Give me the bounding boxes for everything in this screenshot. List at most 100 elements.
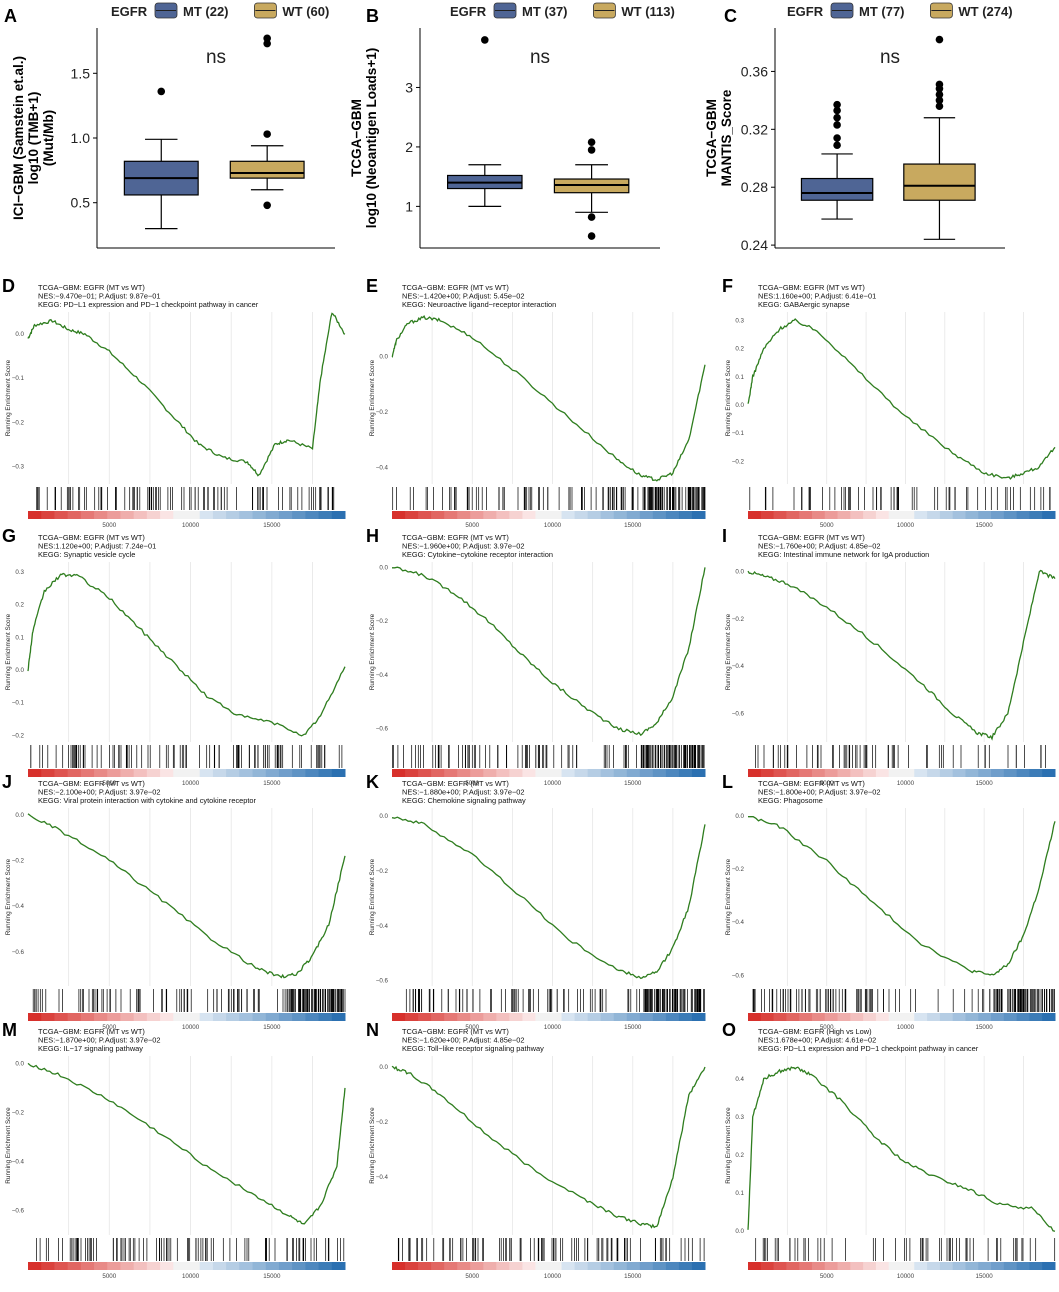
ramp-segment — [574, 1013, 589, 1021]
ramp-segment — [212, 769, 227, 777]
plot-title-line: NES:−9.470e−01; P.Adjust: 9.87e−01 — [38, 292, 161, 301]
plot-title-line: KEGG: Synaptic vesicle cycle — [38, 550, 135, 559]
running-enrichment-line — [747, 569, 1056, 741]
rank-ramp — [28, 1013, 346, 1021]
gene-hit-marks — [36, 1238, 345, 1261]
ramp-segment — [226, 769, 240, 777]
ramp-segment — [28, 511, 42, 519]
legend-title: EGFR — [450, 4, 487, 19]
plot-title-line: NES:−2.100e+00; P.Adjust: 3.97e−02 — [38, 788, 161, 797]
running-enrichment-line — [747, 815, 1056, 976]
ramp-segment — [927, 769, 941, 777]
running-enrichment-line — [391, 816, 706, 980]
ramp-segment — [522, 1262, 536, 1270]
outlier-point — [833, 113, 841, 122]
y-tick-label: 0.0 — [735, 402, 744, 409]
gsea-panel-j: J TCGA−GBM: EGFR (MT vs WT)NES:−2.100e+00… — [2, 772, 346, 1031]
y-tick-label: −0.4 — [376, 672, 389, 679]
ramp-segment — [587, 769, 602, 777]
ramp-segment — [811, 511, 826, 519]
ramp-segment — [748, 769, 762, 777]
ramp-segment — [160, 769, 174, 777]
ramp-segment — [470, 1262, 484, 1270]
ramp-segment — [252, 769, 267, 777]
y-tick-label: 0.3 — [15, 569, 24, 576]
ramp-segment — [392, 1262, 406, 1270]
y-tick-label: 0.32 — [741, 121, 768, 137]
x-tick-label: 10000 — [897, 780, 915, 787]
ramp-segment — [392, 511, 406, 519]
y-tick-label: −0.2 — [376, 618, 389, 625]
y-tick-label: −0.2 — [12, 857, 25, 864]
ramp-segment — [431, 1013, 445, 1021]
ramp-segment — [120, 1013, 135, 1021]
legend-entry: MT (37) — [522, 4, 568, 19]
y-tick-label: 0.36 — [741, 63, 768, 79]
ramp-segment — [626, 511, 641, 519]
rank-ramp — [392, 511, 706, 519]
ramp-segment — [965, 1013, 979, 1021]
panel-label: F — [722, 276, 733, 296]
ramp-segment — [265, 1262, 280, 1270]
ramp-segment — [405, 1262, 419, 1270]
ramp-segment — [80, 511, 95, 519]
ramp-segment — [146, 511, 161, 519]
ramp-segment — [67, 1013, 82, 1021]
x-tick-label: 5000 — [820, 1273, 834, 1280]
ramp-segment — [457, 1013, 471, 1021]
y-tick-label: −0.6 — [12, 1207, 25, 1214]
ramp-segment — [226, 511, 240, 519]
ramp-segment — [212, 1013, 227, 1021]
plot-title-line: KEGG: Intestinal immune network for IgA … — [758, 550, 929, 559]
x-tick-label: 5000 — [102, 522, 116, 529]
y-tick-label: −0.2 — [12, 1109, 25, 1116]
ramp-segment — [509, 1262, 523, 1270]
ramp-segment — [331, 1262, 346, 1270]
plot-title-line: NES:−1.620e+00; P.Adjust: 4.85e−02 — [402, 1036, 525, 1045]
ramp-segment — [574, 1262, 589, 1270]
ramp-segment — [483, 1013, 497, 1021]
gsea-panel-h: H TCGA−GBM: EGFR (MT vs WT)NES:−1.960e+00… — [366, 526, 706, 787]
outlier-point — [935, 35, 944, 44]
ramp-segment — [278, 769, 293, 777]
ramp-segment — [41, 1262, 55, 1270]
ramp-segment — [888, 769, 902, 777]
x-tick-label: 5000 — [465, 522, 479, 529]
ramp-segment — [665, 1013, 680, 1021]
ramp-segment — [173, 769, 187, 777]
ramp-segment — [760, 511, 775, 519]
plot-title-line: NES:−1.420e+00; P.Adjust: 5.45e−02 — [402, 292, 525, 301]
ramp-segment — [160, 1013, 174, 1021]
x-tick-label: 15000 — [624, 522, 642, 529]
ramp-segment — [278, 1262, 293, 1270]
outlier-point — [935, 90, 944, 99]
gene-hit-marks — [755, 1238, 1056, 1261]
ramp-segment — [199, 769, 214, 777]
ramp-segment — [1042, 1262, 1056, 1270]
x-tick-label: 10000 — [544, 780, 562, 787]
rank-ramp — [392, 1262, 706, 1270]
ramp-segment — [748, 1262, 762, 1270]
ramp-segment — [212, 1262, 227, 1270]
ramp-segment — [431, 511, 445, 519]
ramp-segment — [331, 511, 346, 519]
ramp-segment — [799, 511, 813, 519]
panel-label: E — [366, 276, 378, 296]
ramp-segment — [133, 1262, 148, 1270]
y-axis-label: Running Enrichment Score — [5, 858, 12, 935]
ramp-segment — [120, 511, 135, 519]
ramp-segment — [292, 769, 306, 777]
running-enrichment-line — [392, 566, 706, 737]
box-mt — [800, 100, 874, 220]
ramp-segment — [265, 511, 280, 519]
running-enrichment-line — [747, 1066, 1056, 1232]
gsea-panel-k: K TCGA−GBM: EGFR (MT vs WT)NES:−1.880e+00… — [366, 772, 706, 1031]
y-tick-label: 0.0 — [15, 1060, 24, 1067]
ramp-segment — [760, 769, 775, 777]
ramp-segment — [199, 1013, 214, 1021]
ramp-segment — [265, 1013, 280, 1021]
significance-annotation: ns — [880, 47, 900, 68]
y-tick-label: 0.1 — [15, 634, 24, 641]
ramp-segment — [292, 1262, 306, 1270]
y-tick-label: −0.2 — [376, 868, 389, 875]
